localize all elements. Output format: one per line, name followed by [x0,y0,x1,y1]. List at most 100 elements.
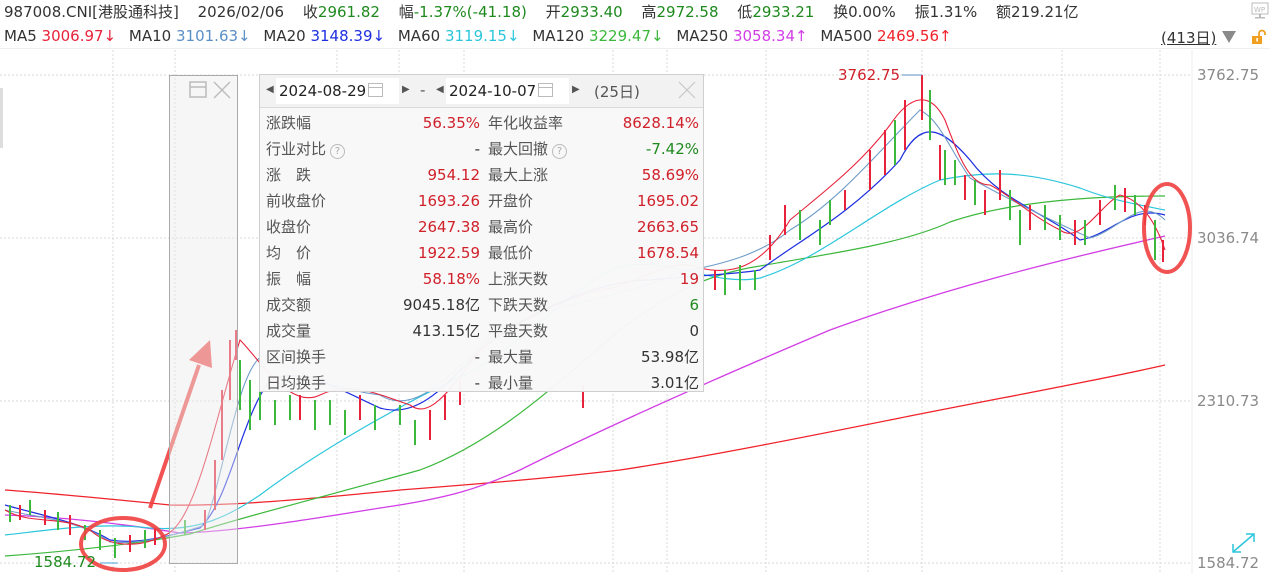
open-label: 开 [545,3,561,21]
highlight-circle-right [1142,182,1192,274]
stat-value: - [474,140,480,158]
stats-row: 涨 跌 954.12 最大上涨 58.69% [260,162,703,188]
wp-monitor-icon[interactable]: WP [1251,2,1269,20]
window-icon[interactable] [188,80,208,100]
peak-annotation: 3762.75 [838,66,901,84]
stat-value: 2663.65 [636,218,699,236]
ma250-label: MA250 [676,27,729,45]
end-date-text: 2024-10-07 [449,82,537,100]
stat-value: 19 [679,270,699,288]
stat-label: 年化收益率 [488,114,564,132]
y-tick-label: 2310.73 [1197,392,1260,410]
amplitude-value: 1.31% [929,3,978,21]
close-icon[interactable] [676,79,698,101]
stat-label: 最低价 [488,244,534,262]
ma20-label: MA20 [263,27,306,45]
dropdown-triangle-icon[interactable] [1222,31,1236,43]
stat-label-text: 行业对比 [266,140,327,158]
y-tick-label: 3036.74 [1197,229,1260,247]
stat-label: 日均换手 [266,374,327,392]
unlock-icon[interactable] [1251,29,1267,45]
end-date-prev-icon[interactable]: ◀ [436,84,444,95]
stat-value: 1693.26 [417,192,480,210]
stat-label: 行业对比? [266,136,346,162]
up-arrow-annotation [148,340,212,509]
stat-label: 最大上涨 [488,166,549,184]
stat-label: 下跌天数 [488,296,549,314]
stat-label: 区间换手 [266,348,327,366]
close-selection-icon[interactable] [212,80,232,100]
ma10-value: 3101.63↓ [176,27,251,45]
header-divider [0,48,1269,49]
svg-text:WP: WP [1254,6,1265,14]
period-days-link[interactable]: (413日) [1161,29,1217,47]
y-tick-label: 3762.75 [1197,66,1260,84]
stat-label: 涨跌幅 [266,114,312,132]
quote-date: 2026/02/06 [197,3,285,21]
help-icon[interactable]: ? [330,144,346,159]
stat-value: 954.12 [427,166,481,184]
close-label: 收 [302,3,318,21]
ma10-label: MA10 [128,27,172,45]
stat-value: 3.01亿 [650,374,699,392]
amplitude-label: 振 [914,3,930,21]
start-date-prev-icon[interactable]: ◀ [266,84,274,95]
high-label: 高 [641,3,657,21]
stat-value: 413.15亿 [412,322,481,340]
stats-row: 日均换手 - 最小量 3.01亿 [260,370,703,396]
amount-value: 219.21亿 [1011,3,1079,21]
ma-legend: MA5 3006.97↓ MA10 3101.63↓ MA20 3148.39↓… [4,26,952,48]
start-date-field[interactable]: 2024-08-29 [276,78,399,104]
ma500-label: MA500 [820,27,873,45]
stat-value: 8628.14% [622,114,699,132]
stat-value: 0 [689,322,699,340]
end-date-field[interactable]: 2024-10-07 [446,78,569,104]
range-selection-box[interactable] [169,75,238,564]
stat-value: 2647.38 [417,218,480,236]
help-icon[interactable]: ? [552,144,568,159]
stat-label: 成交额 [266,296,312,314]
range-stats-header: ◀ 2024-08-29 ▶ - ◀ 2024-10-07 ▶ (25日) [260,75,703,108]
ma60-label: MA60 [397,27,441,45]
ma20-value: 3148.39↓ [310,27,386,45]
ma250-value: 3058.34↑ [732,27,808,45]
stat-label: 最大回撤? [488,136,568,162]
amount-label: 额 [996,3,1012,21]
start-date-next-icon[interactable]: ▶ [402,84,410,95]
ma60-value: 3119.15↓ [444,27,520,45]
stat-label: 开盘价 [488,192,534,210]
stat-label: 均 价 [266,244,312,262]
stat-value: 53.98亿 [641,348,699,366]
stat-label-text: 最大回撤 [488,140,549,158]
highlight-circle-bottom [79,516,167,572]
stat-value: 58.18% [422,270,480,288]
expand-icon [1232,533,1255,553]
stat-label: 最高价 [488,218,534,236]
stats-row: 涨跌幅 56.35% 年化收益率 8628.14% [260,110,703,136]
stats-row: 振 幅 58.18% 上涨天数 19 [260,266,703,292]
stat-value: - [474,374,480,392]
stats-row: 行业对比? - 最大回撤? -7.42% [260,136,703,162]
low-label: 低 [737,3,753,21]
turnover-label: 换 [833,3,849,21]
calendar-icon[interactable] [538,83,554,97]
end-date-next-icon[interactable]: ▶ [572,84,580,95]
stat-value: 58.69% [641,166,699,184]
high-value: 2972.58 [656,3,719,21]
stat-label: 最小量 [488,374,534,392]
stat-value: 1695.02 [636,192,699,210]
open-value: 2933.40 [560,3,623,21]
ma500-value: 2469.56↑ [876,27,952,45]
change-label: 幅 [398,3,414,21]
range-days: (25日) [594,83,640,101]
stat-label: 前收盘价 [266,192,327,210]
stat-value: 1922.59 [417,244,480,262]
stats-row: 成交额 9045.18亿 下跌天数 6 [260,292,703,318]
quote-header: 987008.CNI[港股通科技] 2026/02/06 收2961.82 幅-… [4,2,1079,24]
turnover-value: 0.00% [848,3,896,21]
y-tick-label: 1584.72 [1197,554,1260,572]
calendar-icon[interactable] [368,83,384,97]
stat-label: 上涨天数 [488,270,549,288]
stats-row: 区间换手 - 最大量 53.98亿 [260,344,703,370]
